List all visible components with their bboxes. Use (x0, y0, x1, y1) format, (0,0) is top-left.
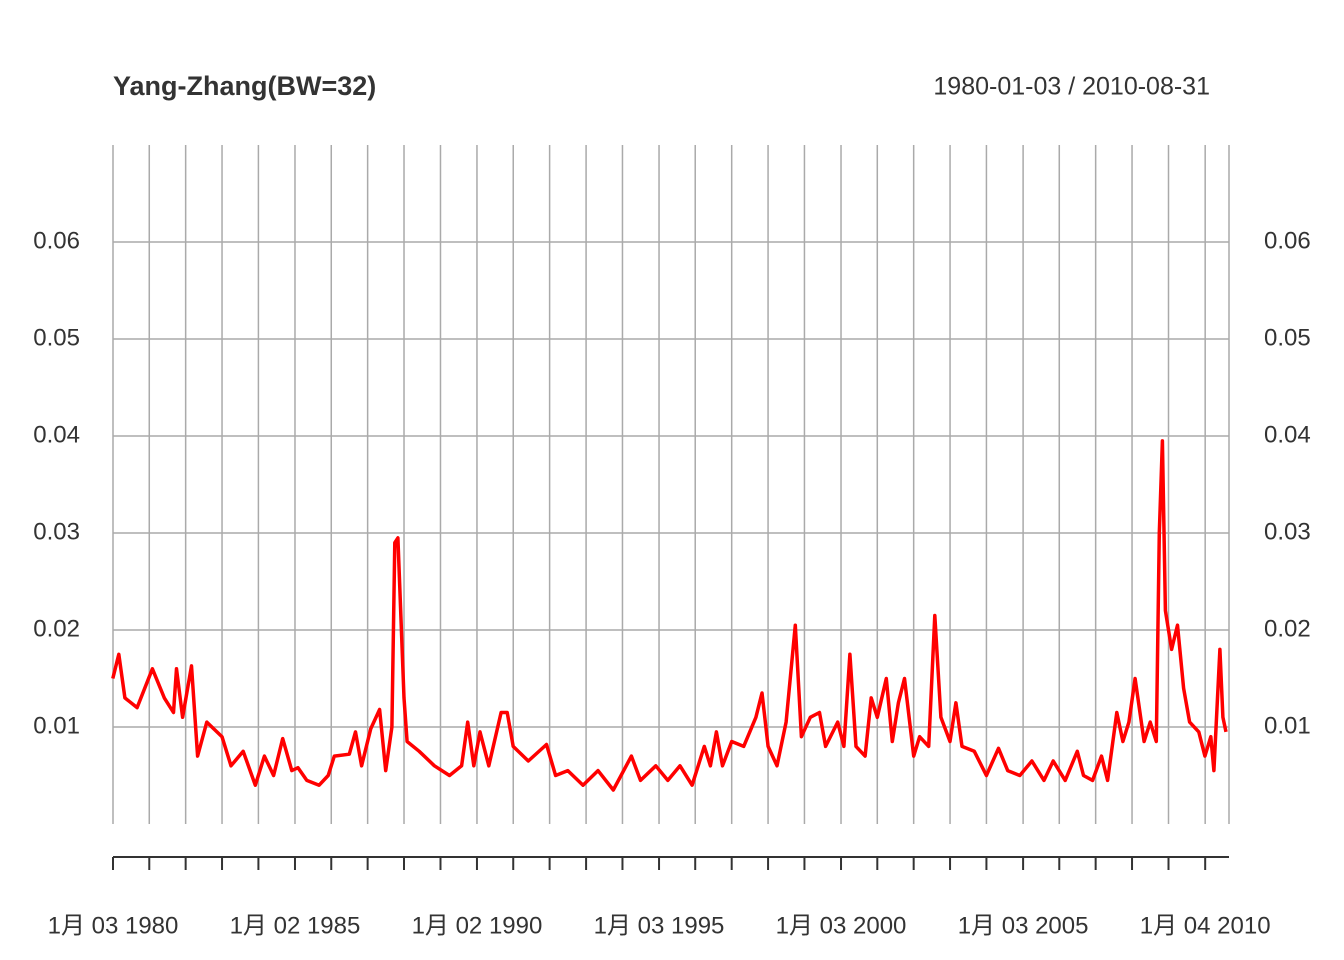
y-tick-label-right: 0.05 (1264, 324, 1311, 351)
x-tick-label: 1月 03 2000 (776, 912, 907, 939)
x-tick-label: 1月 03 1980 (48, 912, 179, 939)
y-tick-label-right: 0.02 (1264, 615, 1311, 642)
y-tick-label-right: 0.04 (1264, 421, 1311, 448)
x-tick-label: 1月 03 1995 (594, 912, 725, 939)
y-tick-label: 0.05 (33, 324, 80, 351)
series-line (111, 439, 1228, 792)
y-tick-label: 0.01 (33, 712, 80, 739)
x-tick-label: 1月 02 1990 (412, 912, 543, 939)
x-tick-label: 1月 03 2005 (958, 912, 1089, 939)
y-tick-label-right: 0.03 (1264, 518, 1311, 545)
chart-title: Yang-Zhang(BW=32) (113, 71, 376, 101)
y-tick-label-right: 0.06 (1264, 227, 1311, 254)
x-tick-label: 1月 04 2010 (1140, 912, 1271, 939)
x-tick-label: 1月 02 1985 (230, 912, 361, 939)
date-range: 1980-01-03 / 2010-08-31 (933, 73, 1210, 101)
y-tick-label: 0.04 (33, 421, 80, 448)
y-tick-label-right: 0.01 (1264, 712, 1311, 739)
y-tick-label: 0.03 (33, 518, 80, 545)
y-tick-label: 0.06 (33, 227, 80, 254)
y-tick-label: 0.02 (33, 615, 80, 642)
